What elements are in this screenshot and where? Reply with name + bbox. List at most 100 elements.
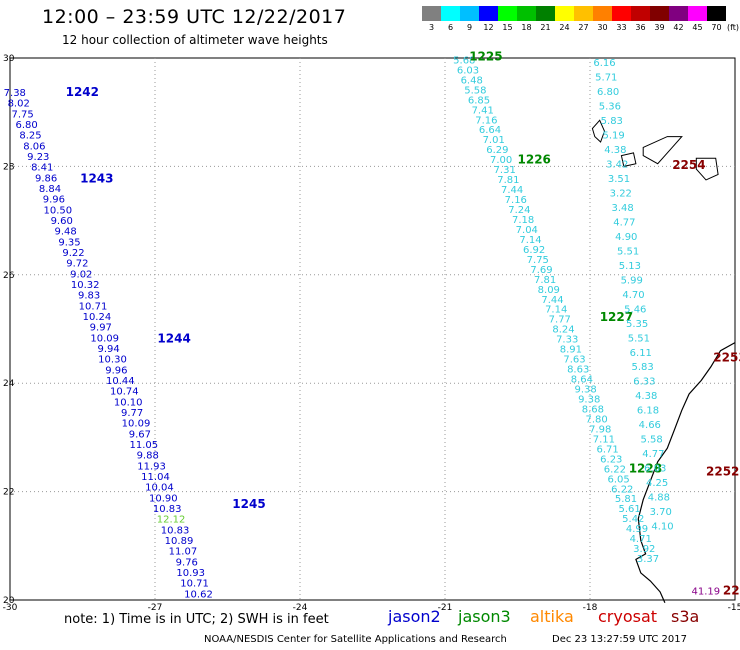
- wave-height-value: 10.89: [165, 536, 194, 547]
- wave-height-value: 5.36: [599, 102, 621, 113]
- wave-height-value: 6.16: [593, 58, 615, 69]
- y-tick-label: 28: [3, 162, 15, 172]
- scale-label-39: 39: [654, 23, 665, 32]
- wave-height-value: 7.80: [585, 414, 607, 425]
- legend-jason2: jason2: [388, 607, 441, 626]
- wave-height-value: 6.22: [611, 484, 633, 495]
- wave-height-value: 5.46: [624, 304, 646, 315]
- wave-height-value: 9.76: [176, 557, 198, 568]
- wave-height-value: 9.67: [129, 429, 151, 440]
- wave-height-value: 11.05: [129, 440, 158, 451]
- wave-height-value: 6.29: [486, 145, 508, 156]
- wave-height-value: 8.09: [538, 285, 560, 296]
- wave-height-value: 7.98: [589, 424, 611, 435]
- pass-time-label: 2254: [672, 158, 705, 172]
- canary-island: [695, 157, 719, 181]
- wave-height-value: 7.69: [530, 265, 552, 276]
- wave-height-value: 9.38: [578, 395, 600, 406]
- color-scale: [422, 6, 726, 21]
- x-tick-label: -30: [3, 603, 18, 613]
- wave-height-value: 10.09: [90, 333, 119, 344]
- wave-height-value: 7.00: [490, 155, 512, 166]
- footnote: note: 1) Time is in UTC; 2) SWH is in fe…: [64, 612, 329, 627]
- wave-height-value: 8.41: [31, 163, 53, 174]
- wave-height-value: 9.60: [51, 216, 73, 227]
- wave-height-value: 9.86: [35, 173, 57, 184]
- wave-height-value: 9.35: [58, 237, 80, 248]
- wave-height-value: 8.84: [39, 184, 61, 195]
- wave-height-value: 9.38: [574, 385, 596, 396]
- wave-height-value: 6.18: [637, 406, 659, 417]
- wave-height-value: 5.42: [622, 514, 644, 525]
- wave-height-value: 10.83: [153, 504, 182, 515]
- wave-height-value: 9.02: [70, 269, 92, 280]
- pass-time-label: 1243: [80, 172, 113, 186]
- wave-height-value: 11.93: [137, 461, 166, 472]
- scale-label-18: 18: [521, 23, 532, 32]
- wave-height-value: 6.64: [479, 125, 501, 136]
- wave-height-value: 4.25: [646, 478, 668, 489]
- scale-swatch-21: [536, 6, 555, 21]
- wave-height-value: 8.24: [552, 325, 574, 336]
- pass-time-label: 1226: [518, 153, 551, 167]
- wave-height-value: 7.75: [527, 255, 549, 266]
- canary-island: [642, 136, 683, 165]
- wave-height-value: 7.44: [501, 185, 523, 196]
- wave-height-value: 10.09: [122, 419, 151, 430]
- scale-swatch-15: [498, 6, 517, 21]
- wave-height-value: 7.16: [505, 195, 527, 206]
- scale-label-27: 27: [578, 23, 589, 32]
- extra-map-label: 225: [723, 584, 740, 598]
- wave-height-value: 4.88: [648, 493, 670, 504]
- wave-height-value: 8.91: [560, 345, 582, 356]
- map-frame: [9, 57, 736, 601]
- wave-height-value: 7.16: [475, 115, 497, 126]
- wave-height-value: 5.51: [628, 333, 650, 344]
- wave-height-value: 10.04: [145, 483, 174, 494]
- scale-label-36: 36: [635, 23, 646, 32]
- wave-height-value: 5.61: [618, 504, 640, 515]
- wave-height-value: 7.24: [508, 205, 530, 216]
- wave-height-value: 7.77: [549, 315, 571, 326]
- scale-swatch-70: [707, 6, 726, 21]
- wave-height-value: 4.99: [626, 524, 648, 535]
- wave-height-value: 7.38: [4, 88, 26, 99]
- legend-s3a: s3a: [671, 607, 700, 626]
- y-tick-label: 24: [3, 379, 15, 389]
- wave-height-value: 11.04: [141, 472, 170, 483]
- legend-cryosat: cryosat: [598, 607, 658, 626]
- chart-subtitle: 12 hour collection of altimeter wave hei…: [62, 33, 328, 47]
- scale-label-3: 3: [428, 23, 435, 32]
- wave-height-value: 10.93: [176, 568, 205, 579]
- wave-height-value: 6.48: [461, 75, 483, 86]
- wave-height-value: 10.50: [43, 205, 72, 216]
- wave-height-value: 9.72: [66, 259, 88, 270]
- wave-height-value: 4.77: [613, 217, 635, 228]
- y-tick-label: 20: [3, 596, 15, 606]
- wave-height-value: 5.83: [631, 362, 653, 373]
- wave-height-value: 4.66: [639, 420, 661, 431]
- wave-height-value: 7.01: [483, 135, 505, 146]
- pass-time-label: 1244: [157, 332, 190, 346]
- scale-unit: (ft): [726, 23, 740, 32]
- wave-height-value: 3.22: [610, 189, 632, 200]
- pass-time-label: 2252: [706, 464, 739, 478]
- wave-height-value: 8.25: [19, 131, 41, 142]
- scale-label-33: 33: [616, 23, 627, 32]
- scale-label-6: 6: [447, 23, 454, 32]
- wave-height-value: 6.85: [468, 95, 490, 106]
- track-jason3_b: 6.16 5.71 6.80 5.36 5.83 5.19 4.38 3.42 3.51 3.22…: [593, 58, 740, 532]
- wave-height-value: 8.06: [23, 141, 45, 152]
- wave-height-value: 9.83: [78, 291, 100, 302]
- scale-label-70: 70: [711, 23, 722, 32]
- scale-label-12: 12: [483, 23, 494, 32]
- scale-swatch-27: [574, 6, 593, 21]
- scale-label-15: 15: [502, 23, 513, 32]
- scale-swatch-36: [631, 6, 650, 21]
- pass-time-label: 1242: [66, 85, 99, 99]
- wave-height-value: 8.63: [567, 365, 589, 376]
- pass-time-label: 1225: [469, 50, 502, 64]
- wave-height-value: 6.23: [600, 454, 622, 465]
- scale-swatch-42: [669, 6, 688, 21]
